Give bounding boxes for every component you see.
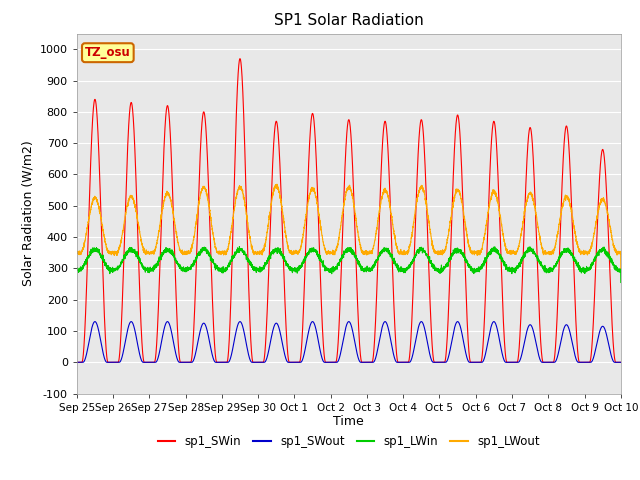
sp1_LWin [236, 244, 243, 250]
sp1_SWout [471, 360, 479, 365]
sp1_LWout [329, 251, 337, 256]
sp1_SWout [502, 360, 509, 365]
Y-axis label: Solar Radiation (W/m2): Solar Radiation (W/m2) [21, 141, 34, 287]
sp1_LWin [502, 263, 509, 268]
sp1_LWout [617, 265, 625, 271]
sp1_LWin [329, 266, 337, 272]
sp1_SWin [617, 360, 625, 365]
sp1_SWout [617, 360, 625, 365]
sp1_LWin [617, 279, 625, 285]
sp1_LWout [273, 181, 281, 187]
sp1_LWout [73, 250, 81, 256]
sp1_SWout [616, 360, 624, 365]
sp1_LWin [441, 266, 449, 272]
sp1_SWin [236, 56, 244, 61]
Title: SP1 Solar Radiation: SP1 Solar Radiation [274, 13, 424, 28]
sp1_SWout [91, 319, 99, 324]
sp1_SWin [471, 360, 479, 365]
sp1_SWin [616, 360, 624, 365]
sp1_LWout [471, 248, 479, 254]
sp1_SWin [502, 353, 509, 359]
X-axis label: Time: Time [333, 415, 364, 429]
sp1_LWout [171, 219, 179, 225]
Line: sp1_LWin: sp1_LWin [77, 247, 621, 282]
sp1_SWin [171, 248, 179, 253]
sp1_SWout [441, 360, 449, 365]
sp1_LWin [171, 256, 179, 262]
sp1_LWin [471, 267, 479, 273]
sp1_SWout [329, 360, 337, 365]
sp1_SWout [73, 360, 81, 365]
sp1_LWout [616, 249, 624, 254]
sp1_SWout [171, 346, 179, 351]
sp1_SWin [441, 360, 449, 365]
Text: TZ_osu: TZ_osu [85, 46, 131, 59]
sp1_SWin [329, 360, 337, 365]
Line: sp1_SWin: sp1_SWin [77, 59, 621, 362]
sp1_LWout [441, 249, 449, 255]
Line: sp1_LWout: sp1_LWout [77, 184, 621, 268]
Line: sp1_SWout: sp1_SWout [77, 322, 621, 362]
sp1_LWout [502, 244, 509, 250]
Legend: sp1_SWin, sp1_SWout, sp1_LWin, sp1_LWout: sp1_SWin, sp1_SWout, sp1_LWin, sp1_LWout [153, 430, 545, 453]
sp1_LWin [73, 266, 81, 272]
sp1_SWin [73, 360, 81, 365]
sp1_LWin [616, 267, 624, 273]
